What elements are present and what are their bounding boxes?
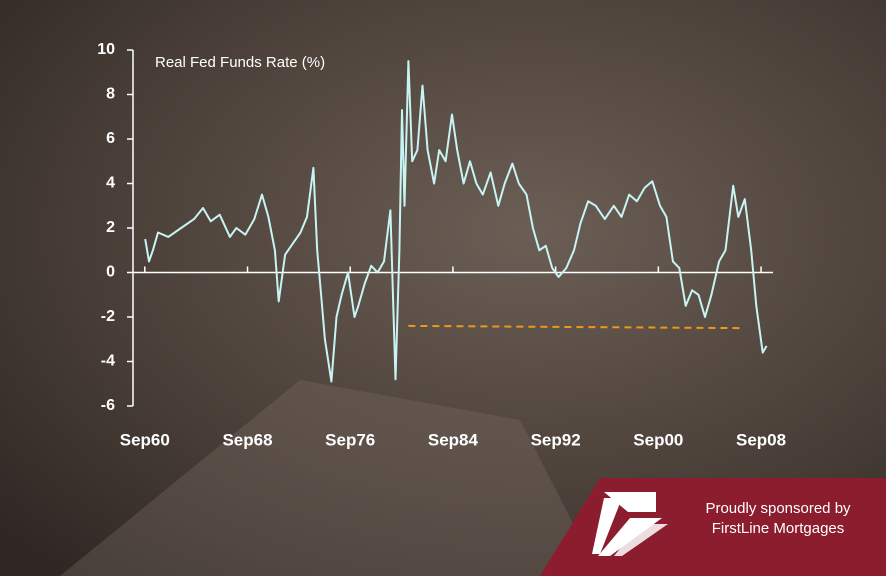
x-tick-label: Sep68: [222, 430, 272, 449]
sponsor-text: FirstLine Mortgages: [712, 520, 845, 537]
x-tick-label: Sep00: [633, 430, 683, 449]
y-tick-label: 0: [106, 264, 115, 281]
page: {"chart_data": {"type": "line", "title":…: [0, 0, 886, 576]
chart: Proudly sponsored by FirstLine Mortgages…: [0, 0, 886, 576]
y-tick-label: -4: [101, 353, 115, 370]
chart-title: Real Fed Funds Rate (%): [155, 54, 325, 71]
x-tick-label: Sep84: [428, 430, 479, 449]
y-tick-label: 8: [106, 86, 115, 103]
x-tick-label: Sep76: [325, 430, 375, 449]
y-tick-label: -2: [101, 308, 115, 325]
y-tick-label: 10: [97, 41, 115, 58]
y-tick-label: 2: [106, 219, 115, 236]
x-tick-label: Sep08: [736, 430, 786, 449]
y-tick-label: 6: [106, 130, 115, 147]
x-tick-label: Sep92: [531, 430, 581, 449]
x-tick-label: Sep60: [120, 430, 170, 449]
y-tick-label: 4: [106, 175, 115, 192]
sponsor-text: Proudly sponsored by: [705, 500, 851, 517]
y-tick-label: -6: [101, 397, 115, 414]
